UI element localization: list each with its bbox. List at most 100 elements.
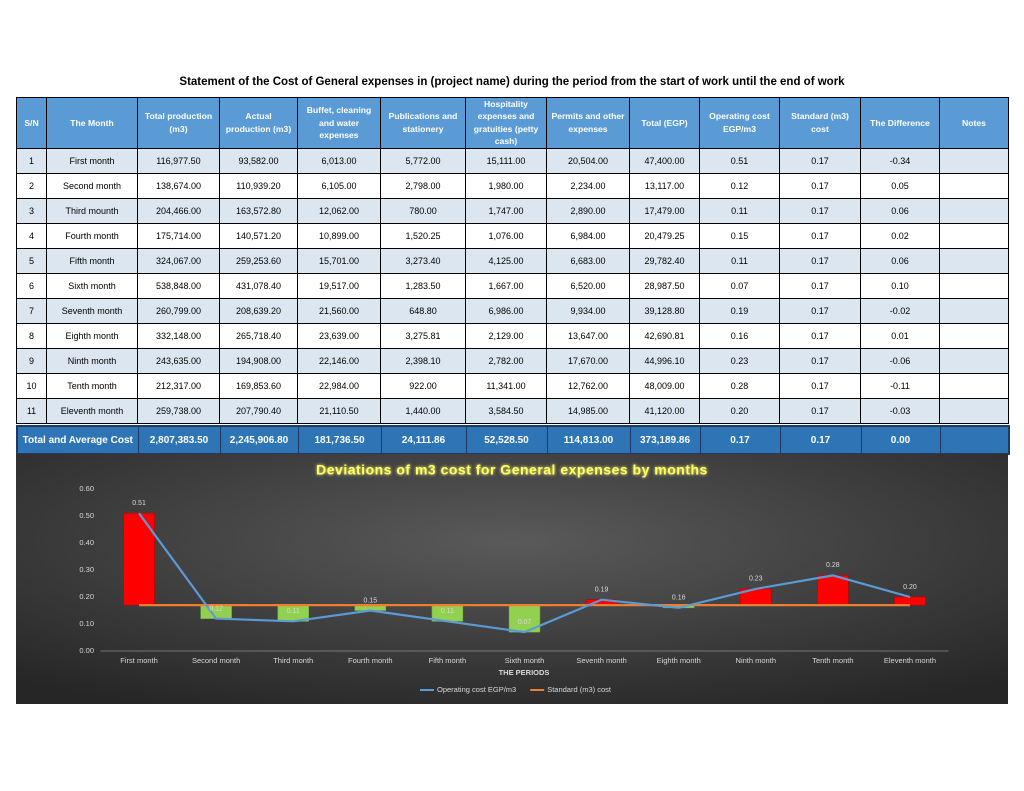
table-cell: 44,996.10 — [629, 347, 700, 374]
table-cell: 0.02 — [860, 222, 940, 249]
y-tick-label: 0.60 — [79, 484, 94, 493]
total-cell: 181,736.50 — [297, 425, 382, 455]
table-cell: 538,848.00 — [137, 272, 220, 299]
data-label: 0.07 — [518, 619, 532, 626]
table-cell: Sixth month — [46, 272, 138, 299]
table-cell: 3 — [16, 197, 47, 224]
table-cell: 28,987.50 — [629, 272, 700, 299]
table-cell: 116,977.50 — [137, 147, 220, 174]
table-cell: Seventh month — [46, 297, 138, 324]
table-cell: 431,078.40 — [219, 272, 298, 299]
table-cell: Fourth month — [46, 222, 138, 249]
total-cell: 0.17 — [779, 425, 862, 455]
table-cell: 10 — [16, 372, 47, 399]
data-label: 0.15 — [364, 597, 378, 604]
notes-cell — [939, 425, 1010, 455]
x-tick-label: Fourth month — [348, 656, 393, 665]
table-cell: 1,076.00 — [465, 222, 547, 249]
table-cell: 0.05 — [860, 172, 940, 199]
table-cell: 6,105.00 — [297, 172, 381, 199]
table-cell: 6,986.00 — [465, 297, 547, 324]
x-tick-label: Eighth month — [657, 656, 701, 665]
notes-cell — [939, 347, 1009, 374]
notes-cell — [939, 197, 1009, 224]
total-row-table: Total and Average Cost 2,807,383.50 2,245,… — [16, 425, 1010, 455]
table-row: 6 Sixth month 538,848.00 431,078.40 19,517.0… — [16, 272, 1009, 299]
x-tick-label: Eleventh month — [884, 656, 936, 665]
notes-cell — [939, 272, 1009, 299]
table-cell: 4 — [16, 222, 47, 249]
table-cell: 21,110.50 — [297, 397, 381, 424]
table-cell: 140,571.20 — [219, 222, 298, 249]
table-cell: 259,253.60 — [219, 247, 298, 274]
table-cell: 9,934.00 — [546, 297, 630, 324]
x-tick-label: Ninth month — [736, 656, 776, 665]
table-cell: 41,120.00 — [629, 397, 700, 424]
table-cell: 0.15 — [699, 222, 780, 249]
total-cell: 2,245,906.80 — [219, 425, 299, 455]
notes-cell — [939, 397, 1009, 424]
table-cell: 47,400.00 — [629, 147, 700, 174]
table-cell: 4,125.00 — [465, 247, 547, 274]
data-label: 0.51 — [132, 500, 146, 507]
table-cell: 208,639.20 — [219, 297, 298, 324]
table-cell: 6,984.00 — [546, 222, 630, 249]
data-label: 0.28 — [826, 562, 840, 569]
table-cell: 1,747.00 — [465, 197, 547, 224]
notes-cell — [939, 372, 1009, 399]
table-cell: 0.28 — [699, 372, 780, 399]
table-cell: 15,111.00 — [465, 147, 547, 174]
series-line — [138, 512, 911, 634]
x-tick-label: Sixth month — [505, 656, 545, 665]
table-cell: 0.10 — [860, 272, 940, 299]
table-cell: 1,283.50 — [380, 272, 466, 299]
table-cell: Fifth month — [46, 247, 138, 274]
table-cell: Second month — [46, 172, 138, 199]
header-cell: Hospitality expenses and gratuities (pet… — [465, 97, 547, 149]
table-cell: 20,504.00 — [546, 147, 630, 174]
x-tick-label: First month — [120, 656, 158, 665]
data-label: 0.12 — [209, 605, 223, 612]
table-cell: 39,128.80 — [629, 297, 700, 324]
table-cell: 0.17 — [779, 372, 861, 399]
header-cell: Standard (m3) cost — [779, 97, 861, 149]
table-cell: 259,738.00 — [137, 397, 220, 424]
table-cell: 0.06 — [860, 247, 940, 274]
table-cell: 1,980.00 — [465, 172, 547, 199]
header-cell: Buffet, cleaning and water expenses — [297, 97, 381, 149]
table-cell: 0.17 — [779, 297, 861, 324]
table-cell: First month — [46, 147, 138, 174]
table-cell: 0.20 — [699, 397, 780, 424]
table-cell: 2,398.10 — [380, 347, 466, 374]
table-row: 9 Ninth month 243,635.00 194,908.00 22,146.0… — [16, 347, 1009, 374]
legend-label: Operating cost EGP/m3 — [437, 685, 516, 694]
data-label: 0.19 — [595, 587, 609, 594]
total-cell: 52,528.50 — [465, 425, 548, 455]
table-cell: -0.34 — [860, 147, 940, 174]
header-cell: Actual production (m3) — [219, 97, 298, 149]
table-cell: 163,572.80 — [219, 197, 298, 224]
table-cell: 1,667.00 — [465, 272, 547, 299]
table-row: 4 Fourth month 175,714.00 140,571.20 10,899.… — [16, 222, 1009, 249]
table-cell: 0.11 — [699, 197, 780, 224]
x-tick-label: Seventh month — [576, 656, 626, 665]
table-cell: 0.17 — [779, 247, 861, 274]
header-cell: The Difference — [860, 97, 940, 149]
total-cell: 24,111.86 — [380, 425, 467, 455]
table-cell: 0.17 — [779, 347, 861, 374]
table-cell: 3,584.50 — [465, 397, 547, 424]
table-cell: 17,479.00 — [629, 197, 700, 224]
document-title: Statement of the Cost of General expense… — [179, 76, 845, 88]
table-cell: 2,129.00 — [465, 322, 547, 349]
table-cell: 3,275.81 — [380, 322, 466, 349]
table-cell: 648.80 — [380, 297, 466, 324]
table-cell: Third mounth — [46, 197, 138, 224]
table-cell: 6,013.00 — [297, 147, 381, 174]
data-label: 0.23 — [749, 576, 763, 583]
table-cell: 22,146.00 — [297, 347, 381, 374]
chart-background — [16, 454, 1008, 704]
table-cell: 265,718.40 — [219, 322, 298, 349]
table-cell: -0.11 — [860, 372, 940, 399]
data-label: 0.11 — [287, 608, 300, 615]
table-cell: -0.02 — [860, 297, 940, 324]
